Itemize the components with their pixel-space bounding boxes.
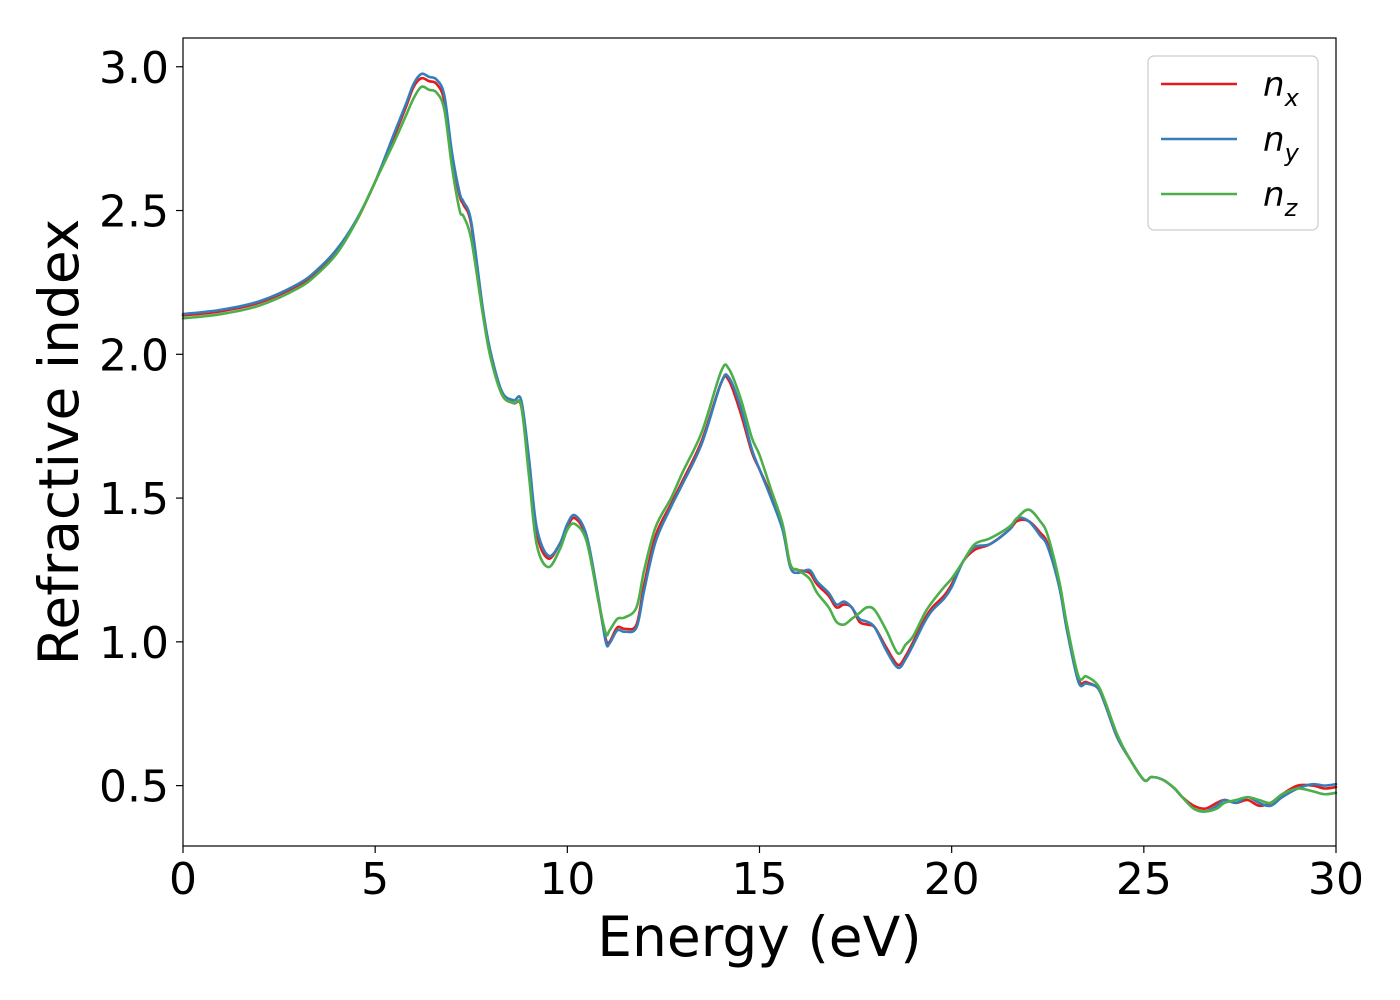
x-tick-label: 0 <box>169 854 197 905</box>
y-tick-label: 1.5 <box>99 474 169 525</box>
series-layer <box>181 72 1338 813</box>
x-axis-ticks: 0 5 10 15 20 25 30 <box>169 846 1364 905</box>
x-tick-label: 25 <box>1116 854 1172 905</box>
legend-label-ny: ny <box>1263 120 1300 167</box>
y-axis-label: Refractive index <box>27 219 91 666</box>
x-tick-label: 15 <box>732 854 788 905</box>
legend-items: nx ny nz <box>1161 65 1300 222</box>
legend-box <box>1147 55 1319 231</box>
series-line-nz <box>181 85 1338 813</box>
y-tick-label: 0.5 <box>99 762 169 813</box>
x-tick-label: 10 <box>539 854 595 905</box>
legend-label-nz: nz <box>1263 175 1299 222</box>
x-tick-label: 5 <box>361 854 389 905</box>
y-axis-ticks: 0.5 1.0 1.5 2.0 2.5 3.0 <box>99 43 183 813</box>
y-tick-label: 2.5 <box>99 187 169 238</box>
x-axis-label: Energy (eV) <box>597 905 921 969</box>
x-tick-label: 30 <box>1308 854 1364 905</box>
y-tick-label: 1.0 <box>99 618 169 669</box>
legend-label-nx: nx <box>1263 65 1300 112</box>
x-tick-label: 20 <box>924 854 980 905</box>
legend: nx ny nz <box>1147 55 1319 231</box>
y-tick-label: 2.0 <box>99 330 169 381</box>
y-tick-label: 3.0 <box>99 43 169 94</box>
